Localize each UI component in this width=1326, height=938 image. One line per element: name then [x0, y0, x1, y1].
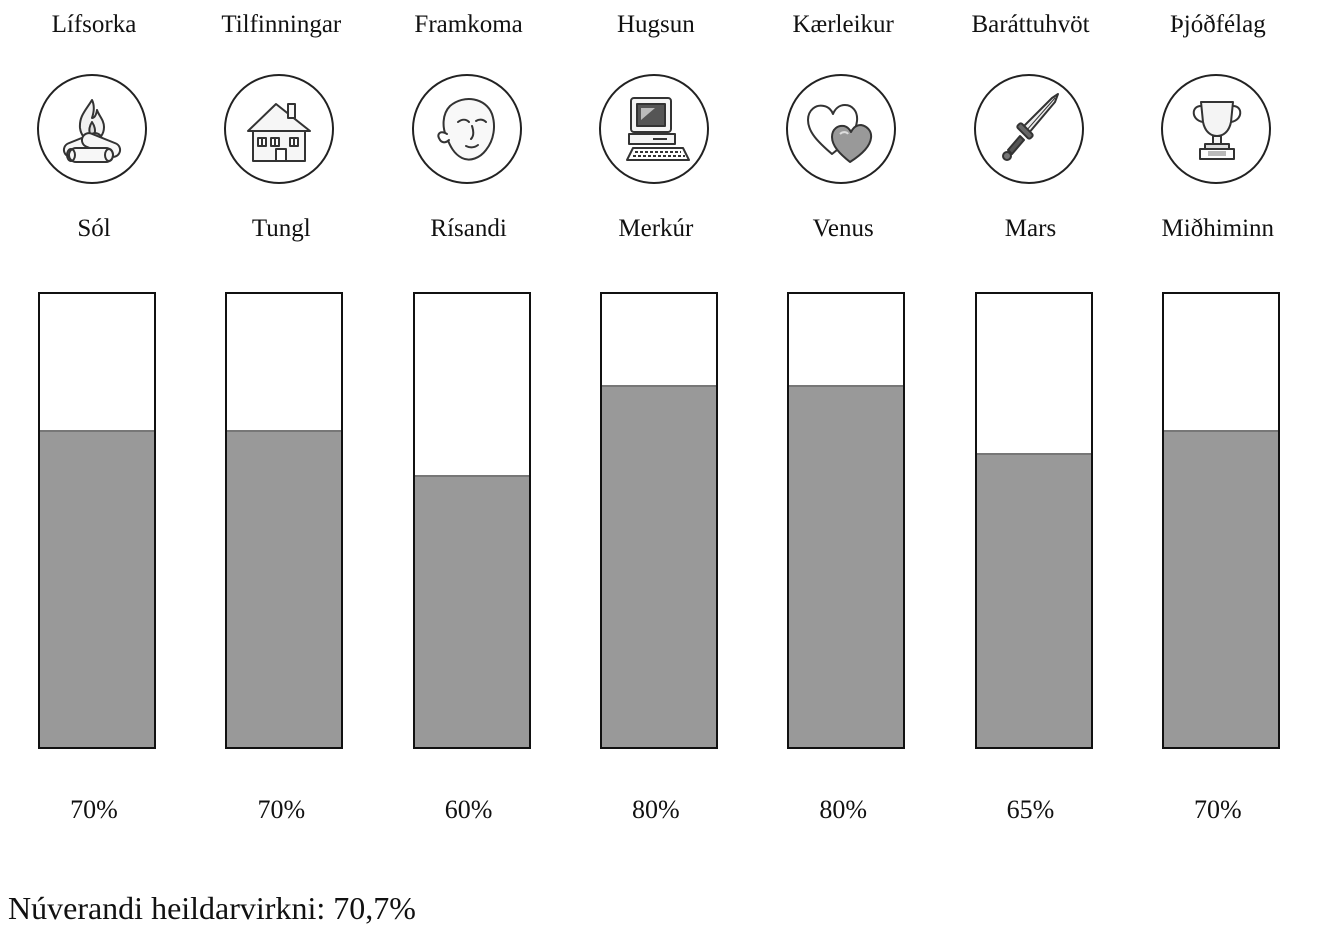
theme-label: Hugsun: [616, 11, 695, 38]
chart-column: Lífsorka Sól 70%: [0, 0, 188, 860]
planet-label: Venus: [812, 215, 874, 242]
bar-frame: [974, 292, 1093, 749]
chart-column: Hugsun Merkúr 80%: [562, 0, 750, 860]
bar-fill: [227, 429, 342, 747]
theme-label: Lífsorka: [51, 11, 137, 38]
theme-label: Framkoma: [414, 11, 523, 38]
planet-label: Merkúr: [618, 215, 694, 242]
percent-label: 60%: [444, 795, 493, 824]
percent-label: 70%: [1193, 795, 1242, 824]
planet-label: Rísandi: [430, 215, 507, 242]
bar-fill: [976, 452, 1091, 747]
percent-label: 70%: [257, 795, 306, 824]
computer-icon: [598, 74, 709, 184]
bar-frame: [1161, 292, 1280, 749]
percent-label: 65%: [1006, 795, 1055, 824]
bar-frame: [599, 292, 718, 749]
hearts-icon: [786, 74, 897, 184]
bar-frame: [38, 292, 156, 749]
bar-frame: [412, 292, 531, 749]
bar-fill: [601, 384, 716, 747]
planet-label: Mars: [1004, 215, 1057, 242]
planet-label: Tungl: [251, 215, 311, 242]
campfire-icon: [37, 74, 147, 184]
percent-label: 80%: [632, 795, 680, 824]
bar-fill: [40, 429, 154, 747]
percent-label: 80%: [819, 795, 868, 824]
trophy-icon: [1160, 74, 1271, 184]
theme-label: Kærleikur: [792, 11, 894, 38]
chart-column: Þjóðfélag Miðhiminn 70%: [1124, 0, 1312, 860]
theme-label: Tilfinningar: [221, 11, 342, 38]
bar-fill: [789, 384, 904, 747]
overall-activity-summary: Núverandi heildarvirkni: 70,7%: [8, 890, 416, 926]
chart-column: Framkoma Rísandi 60%: [375, 0, 563, 860]
chart-column: Kærleikur Venus 80%: [749, 0, 937, 860]
mask-face-icon: [411, 74, 522, 184]
bar-frame: [787, 292, 906, 749]
planet-label: Miðhiminn: [1161, 215, 1275, 242]
theme-label: Þjóðfélag: [1169, 11, 1266, 38]
house-icon: [224, 74, 335, 184]
percent-label: 70%: [70, 795, 118, 824]
chart-column: Baráttuhvöt Mars 65%: [937, 0, 1125, 860]
chart-column: Tilfinningar Tungl 70%: [187, 0, 375, 860]
planet-label: Sól: [77, 215, 111, 242]
theme-label: Baráttuhvöt: [971, 11, 1090, 38]
dagger-icon: [973, 74, 1084, 184]
bar-fill: [414, 475, 529, 747]
bar-fill: [1163, 429, 1278, 747]
bar-frame: [225, 292, 344, 749]
